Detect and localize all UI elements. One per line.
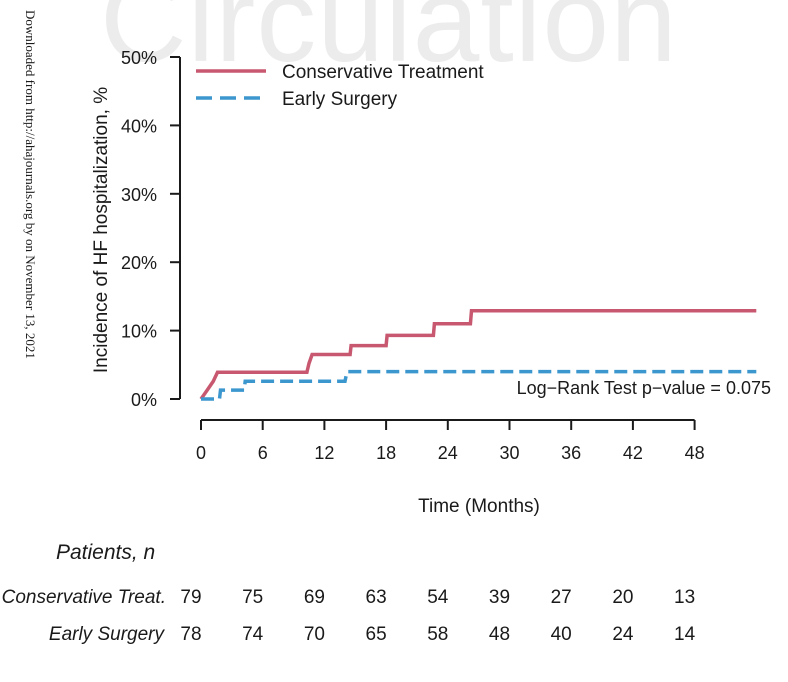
x-tick-label: 48 [685, 443, 705, 463]
y-tick-label: 50% [121, 48, 157, 68]
x-tick-label: 18 [376, 443, 396, 463]
risk-row-label: Conservative Treat. [1, 587, 166, 608]
y-tick-label: 20% [121, 253, 157, 273]
legend-label: Conservative Treatment [282, 62, 484, 83]
x-tick-label: 36 [561, 443, 581, 463]
risk-cell: 79 [180, 587, 202, 608]
risk-cell: 39 [488, 587, 511, 608]
risk-cell: 54 [427, 587, 449, 608]
legend-label: Early Surgery [282, 89, 398, 110]
x-tick-label: 0 [196, 443, 206, 463]
risk-table-title: Patients, n [56, 541, 156, 564]
risk-cell: 74 [242, 624, 264, 645]
y-tick-label: 10% [121, 322, 157, 342]
risk-cell: 70 [303, 624, 325, 645]
risk-cell: 20 [612, 587, 634, 608]
risk-cell: 75 [242, 587, 264, 608]
early-surgery-curve [201, 369, 757, 401]
y-tick-label: 30% [121, 185, 157, 205]
axes: 0% 10% 20% 30% 40% 50% 0 6 12 18 24 30 36 42 48 [121, 48, 705, 463]
risk-cell: 24 [612, 624, 634, 645]
y-tick-label: 0% [131, 390, 157, 410]
y-tick-label: 40% [121, 116, 157, 136]
risk-cell: 58 [427, 624, 449, 645]
x-tick-label: 6 [258, 443, 268, 463]
risk-cell: 69 [303, 587, 325, 608]
risk-row-label: Early Surgery [48, 624, 164, 645]
curves [199, 309, 757, 401]
x-axis-label: Time (Months) [418, 496, 540, 517]
x-tick-label: 12 [314, 443, 334, 463]
risk-cell: 48 [488, 624, 511, 645]
x-tick-label: 24 [438, 443, 458, 463]
x-tick-label: 42 [623, 443, 643, 463]
legend: Conservative Treatment Early Surgery [196, 62, 484, 110]
conservative-treatment-curve [199, 309, 757, 401]
risk-cell: 63 [365, 587, 387, 608]
risk-cell: 40 [550, 624, 572, 645]
risk-cell: 78 [180, 624, 202, 645]
x-tick-label: 30 [499, 443, 519, 463]
y-axis-label: Incidence of HF hospitalization, % [91, 87, 112, 373]
risk-cell: 65 [365, 624, 387, 645]
log-rank-annotation: Log−Rank Test p−value = 0.075 [517, 378, 771, 398]
risk-cell: 13 [674, 587, 696, 608]
watermark-text: Circulation [100, 0, 678, 87]
risk-cell: 27 [550, 587, 572, 608]
risk-cell: 14 [674, 624, 696, 645]
